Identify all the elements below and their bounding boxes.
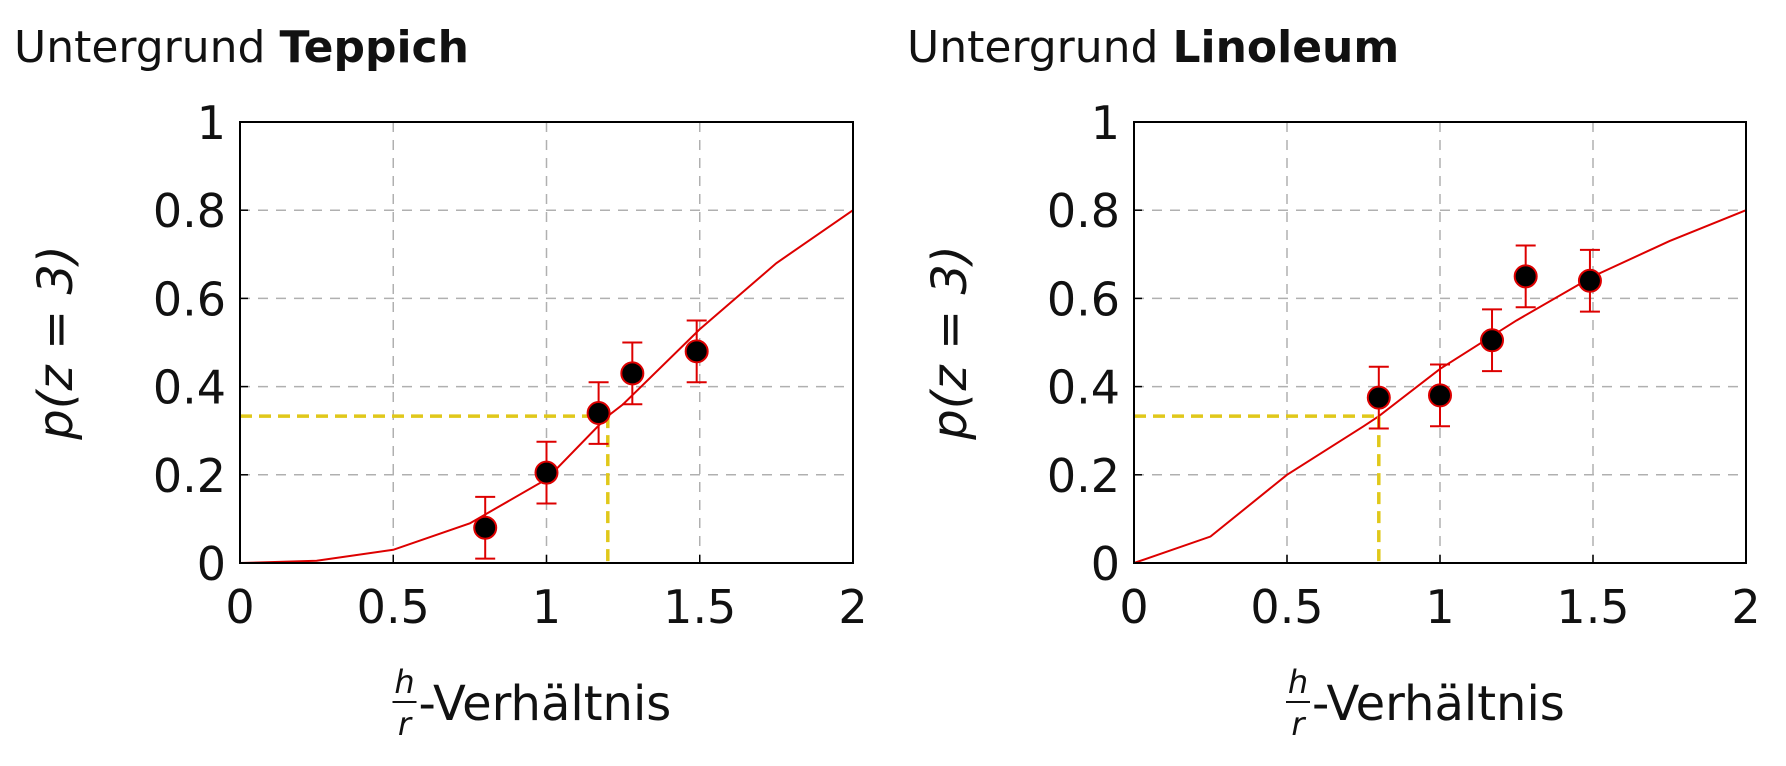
- chart: Untergrund Teppich 0 0.5 1 1.5 2 0 0.2 0.4 0.6 0.8 1…: [14, 22, 868, 743]
- x-tick-label: 1.5: [1556, 580, 1629, 634]
- fit-curve: [1133, 209, 1747, 564]
- y-tick-label: 0: [1091, 537, 1120, 591]
- title-bold: Linoleum: [1172, 22, 1399, 73]
- data-point: [684, 339, 709, 364]
- y-tick-label: 1: [197, 96, 226, 150]
- data-point: [1513, 264, 1538, 289]
- y-tick-label: 0.4: [153, 361, 226, 415]
- x-label-denominator: r: [1291, 705, 1306, 743]
- y-tick-label: 0.6: [153, 272, 226, 326]
- y-tick-label: 0: [197, 537, 226, 591]
- chart-title: Untergrund Teppich: [14, 22, 469, 73]
- x-tick-label: 1: [532, 580, 561, 634]
- x-tick-label: 2: [838, 580, 867, 634]
- x-tick-label: 0.5: [357, 580, 430, 634]
- data-point: [586, 401, 611, 426]
- data-point: [1577, 268, 1602, 293]
- plot-frame: [1133, 121, 1747, 564]
- plot-frame: [239, 121, 854, 564]
- x-tick-label: 1.5: [663, 580, 736, 634]
- data-point: [1366, 385, 1391, 410]
- x-label-numerator: h: [1288, 663, 1308, 701]
- x-tick-label: 2: [1731, 580, 1760, 634]
- y-label: p(z = 3): [922, 245, 978, 440]
- x-tick-label: 0.5: [1250, 580, 1323, 634]
- x-tick-label: 1: [1425, 580, 1454, 634]
- chart: Untergrund Linoleum 0 0.5 1 1.5 2 0 0.2 0.4 0.6 0.8…: [907, 22, 1761, 743]
- y-label: p(z = 3): [28, 245, 84, 440]
- data-point: [620, 361, 645, 386]
- title-bold: Teppich: [279, 22, 469, 73]
- y-tick-label: 0.8: [1047, 184, 1120, 238]
- data-point: [534, 460, 559, 485]
- y-tick-label: 0.2: [153, 449, 226, 503]
- x-label: -Verhältnis: [1312, 676, 1565, 732]
- x-tick-label: 0: [225, 580, 254, 634]
- y-tick-label: 0.6: [1047, 272, 1120, 326]
- fit-curve: [239, 209, 854, 564]
- x-label-denominator: r: [398, 705, 413, 743]
- x-label-numerator: h: [394, 663, 414, 701]
- y-tick-label: 0.8: [153, 184, 226, 238]
- x-label: -Verhältnis: [419, 676, 672, 732]
- data-point: [473, 515, 498, 540]
- x-tick-label: 0: [1119, 580, 1148, 634]
- y-tick-label: 0.4: [1047, 361, 1120, 415]
- title-text: Untergrund: [14, 22, 265, 73]
- chart-title: Untergrund Linoleum: [907, 22, 1399, 73]
- title-text: Untergrund: [907, 22, 1158, 73]
- y-tick-label: 0.2: [1047, 449, 1120, 503]
- data-point: [1428, 383, 1452, 408]
- y-tick-label: 1: [1091, 96, 1120, 150]
- data-point: [1480, 328, 1505, 353]
